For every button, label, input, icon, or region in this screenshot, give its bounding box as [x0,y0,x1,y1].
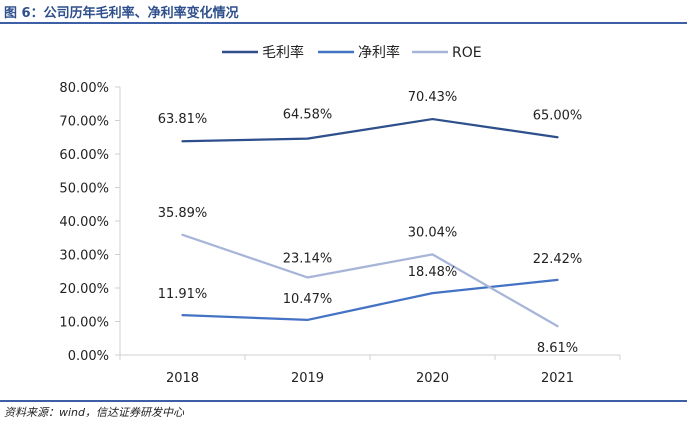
data-label: 11.91% [158,287,208,302]
figure-title: 图 6：公司历年毛利率、净利率变化情况 [4,6,239,21]
y-tick-label: 20.00% [59,282,109,297]
top-rule [0,22,687,24]
y-tick-label: 30.00% [59,249,109,264]
x-tick-label: 2021 [541,371,574,386]
data-label: 8.61% [537,341,578,356]
data-label: 63.81% [158,112,208,127]
data-labels: 63.81% 64.58% 70.43% 65.00% 11.91% 10.47% 18.4… [158,90,583,356]
y-tick-label: 60.00% [59,148,109,163]
y-axis: 0.00% 10.00% 20.00% 30.00% 40.00% 50.00% 60.00… [59,81,121,364]
bottom-rule [0,400,687,402]
legend: 毛利率 净利率 ROE [222,44,482,61]
data-label: 10.47% [283,292,333,307]
data-label: 30.04% [408,225,458,240]
x-tick-label: 2019 [291,371,324,386]
x-tick-label: 2018 [166,371,199,386]
y-tick-label: 40.00% [59,215,109,230]
y-tick-label: 70.00% [59,115,109,130]
x-axis: 2018 2019 2020 2021 [119,354,621,386]
data-label: 64.58% [283,108,333,123]
y-tick-label: 10.00% [59,316,109,331]
data-label: 65.00% [533,108,583,123]
series-line-2 [181,233,559,328]
data-label: 22.42% [533,252,583,267]
source-note: 资料来源：wind，信达证券研发中心 [4,406,185,419]
legend-label-1: 净利率 [358,44,400,61]
data-label: 18.48% [408,265,458,280]
y-tick-label: 0.00% [68,349,109,364]
y-tick-label: 50.00% [59,182,109,197]
data-label: 35.89% [158,206,208,221]
data-label: 70.43% [408,90,458,105]
series-line-1 [181,278,559,322]
legend-label-2: ROE [452,45,482,61]
x-tick-label: 2020 [416,371,449,386]
legend-label-0: 毛利率 [262,44,304,61]
series-line-0 [181,117,559,143]
series-lines [181,117,559,328]
data-label: 23.14% [283,251,333,266]
y-tick-label: 80.00% [59,81,109,96]
